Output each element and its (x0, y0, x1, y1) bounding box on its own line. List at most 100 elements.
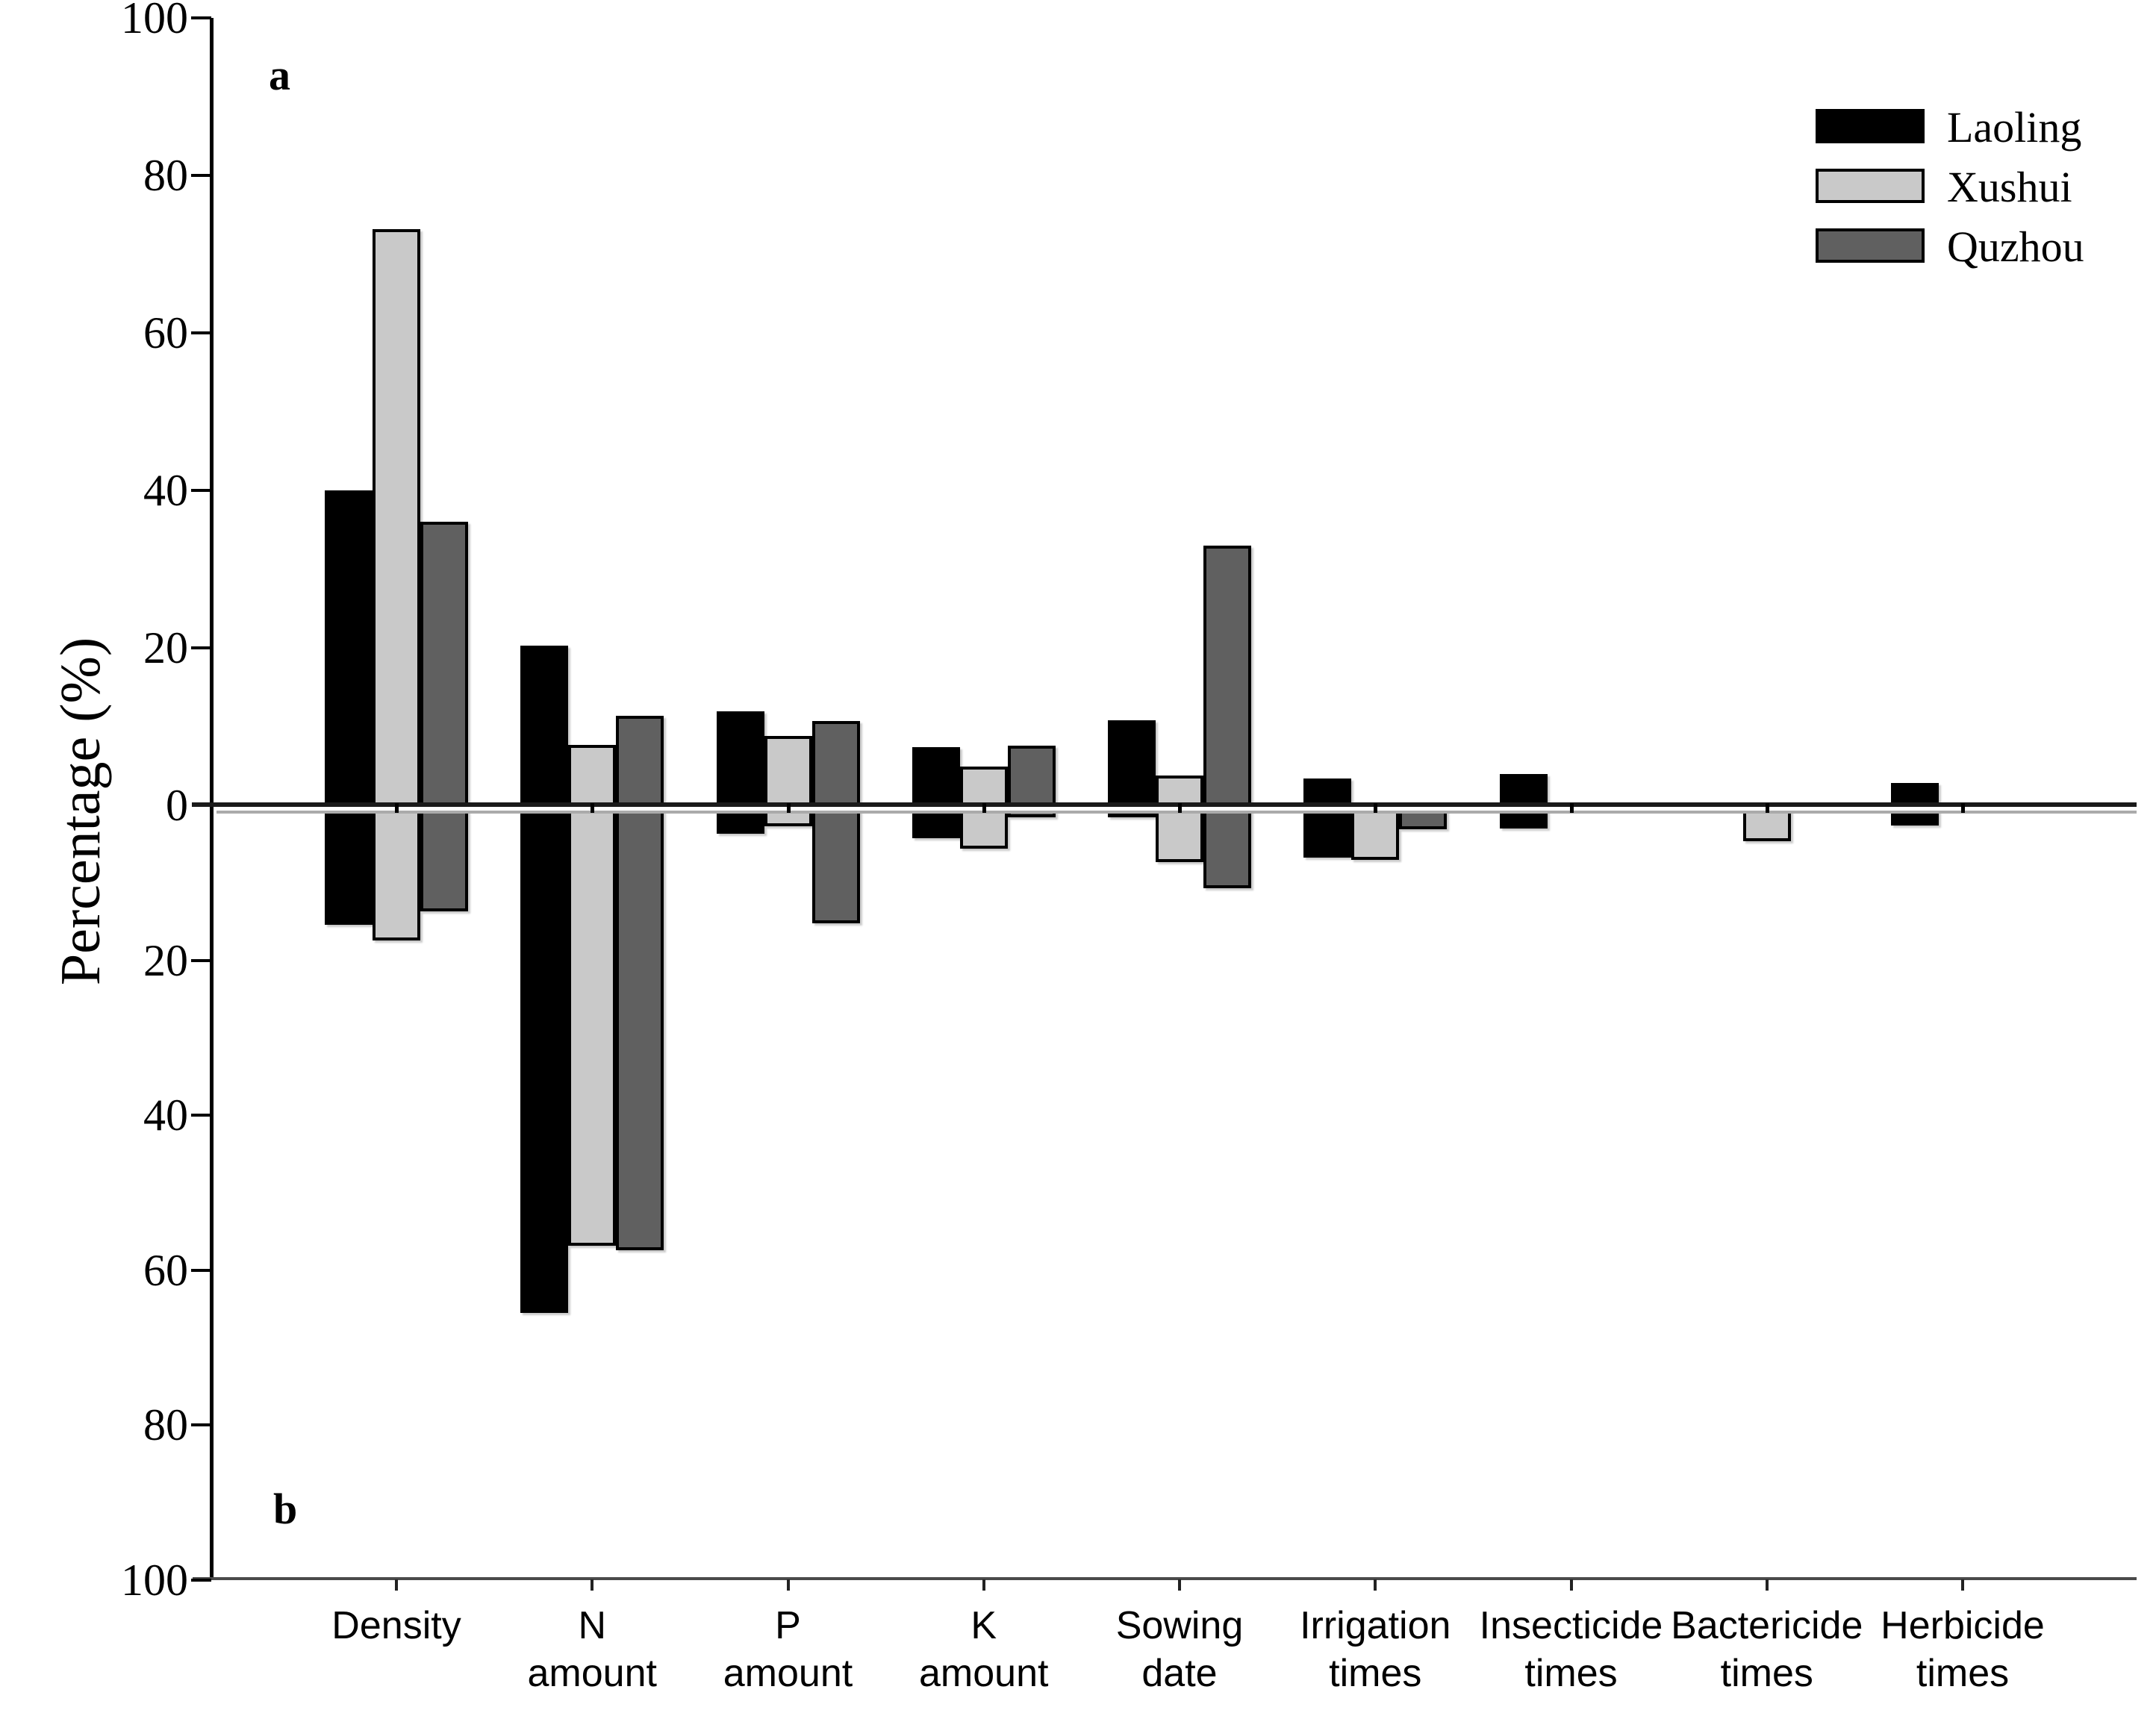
y-tick-100 (191, 16, 211, 19)
bar-quzhou-n-amount-positive (616, 715, 664, 807)
y-tick-60 (191, 331, 211, 334)
bar-laoling-k-amount-positive (912, 746, 960, 807)
y-tick-label-100: 100 (121, 0, 188, 43)
bar-laoling-n-amount-positive (520, 645, 569, 807)
category-label-line: amount (919, 1652, 1049, 1695)
bar-laoling-density-negative (325, 805, 373, 925)
category-label-line: amount (527, 1652, 657, 1695)
category-label-line: amount (723, 1652, 853, 1695)
panel-b-label: b (273, 1485, 298, 1533)
legend-label-laoling: Laoling (1947, 103, 2082, 152)
y-tick-label-80: 80 (143, 151, 188, 200)
zero-baseline-gap (216, 807, 2137, 811)
x-tick-k-amount (982, 1579, 985, 1591)
x-axis-bottom-line (193, 1577, 2137, 1580)
category-label-bactericide-times: Bactericide times (1648, 1602, 1886, 1697)
y-tick-label-neg-60: 60 (143, 1245, 188, 1295)
category-label-line: K (970, 1604, 997, 1647)
zero-tick-density (395, 803, 399, 813)
category-label-irrigation-times: Irrigation times (1256, 1602, 1495, 1697)
y-tick-label-neg-40: 40 (143, 1090, 188, 1141)
bar-laoling-n-amount-negative (520, 805, 569, 1313)
category-label-line: Herbicide (1881, 1604, 2045, 1647)
zero-tick-p-amount (786, 803, 791, 813)
y-tick-neg-20 (191, 958, 211, 962)
category-label-line: Irrigation (1300, 1604, 1451, 1647)
legend-swatch-quzhou (1816, 228, 1925, 263)
zero-tick-sowing-date (1178, 803, 1182, 813)
category-label-line: Density (331, 1604, 461, 1647)
bar-laoling-p-amount-positive (716, 711, 764, 807)
bar-laoling-density-positive (325, 490, 373, 807)
category-label-line: Insecticide (1479, 1604, 1663, 1647)
bar-xushui-k-amount-positive (959, 767, 1008, 807)
y-tick-label-40: 40 (143, 466, 188, 515)
bar-xushui-irrigation-times-negative (1351, 805, 1400, 860)
bar-xushui-n-amount-positive (568, 744, 617, 807)
category-label-line: times (1329, 1652, 1422, 1695)
category-label-line: times (1720, 1652, 1813, 1695)
bar-xushui-density-positive (373, 228, 420, 807)
y-tick-label-20: 20 (143, 623, 188, 673)
y-tick-20 (191, 646, 211, 649)
zero-tick-k-amount (982, 803, 986, 813)
bar-laoling-irrigation-times-negative (1303, 805, 1352, 858)
category-label-line: Bactericide (1671, 1604, 1863, 1647)
x-tick-sowing-date (1178, 1579, 1181, 1591)
y-tick-label-0: 0 (166, 781, 188, 830)
category-label-sowing-date: Sowing date (1060, 1602, 1299, 1697)
y-tick-label-60: 60 (143, 308, 188, 358)
x-tick-p-amount (786, 1579, 790, 1591)
zero-baseline-dark (192, 802, 2137, 807)
zero-baseline-gray (216, 811, 2137, 814)
panel-a-label: a (269, 51, 290, 99)
bar-quzhou-p-amount-negative (811, 805, 860, 923)
bar-quzhou-n-amount-negative (616, 805, 664, 1250)
legend-swatch-xushui (1816, 169, 1925, 203)
y-tick-neg-80 (191, 1423, 211, 1427)
bar-quzhou-sowing-date-positive (1203, 545, 1251, 807)
category-label-line: date (1141, 1652, 1218, 1695)
category-label-line: P (775, 1604, 801, 1647)
zero-tick-insecticide-times (1569, 803, 1574, 813)
x-tick-herbicide-times (1961, 1579, 1964, 1591)
y-tick-neg-40 (191, 1114, 211, 1117)
y-axis-line (210, 18, 214, 1580)
category-label-herbicide-times: Herbicide times (1843, 1602, 2082, 1697)
bar-laoling-sowing-date-positive (1108, 720, 1156, 807)
category-label-line: Sowing (1115, 1604, 1244, 1647)
x-tick-irrigation-times (1374, 1579, 1377, 1591)
y-tick-neg-60 (191, 1268, 211, 1272)
y-tick-label-neg-20: 20 (143, 935, 188, 985)
x-tick-n-amount (591, 1579, 594, 1591)
y-tick-40 (191, 489, 211, 492)
y-tick-label-neg-100: 100 (121, 1556, 188, 1605)
category-label-line: N (578, 1604, 607, 1647)
x-tick-insecticide-times (1569, 1579, 1573, 1591)
bar-quzhou-density-positive (420, 522, 468, 807)
category-label-insecticide-times: Insecticide times (1452, 1602, 1691, 1697)
zero-tick-irrigation-times (1374, 803, 1378, 813)
y-tick-label-neg-80: 80 (143, 1400, 188, 1450)
x-tick-density (395, 1579, 398, 1591)
y-tick-80 (191, 174, 211, 177)
bar-xushui-sowing-date-negative (1156, 805, 1203, 862)
category-label-density: Density (277, 1602, 516, 1650)
bar-quzhou-k-amount-positive (1007, 745, 1056, 807)
bar-quzhou-p-amount-positive (811, 721, 860, 807)
zero-tick-n-amount (591, 803, 595, 813)
bar-xushui-p-amount-positive (764, 736, 812, 807)
bar-quzhou-sowing-date-negative (1203, 805, 1251, 889)
bar-xushui-density-negative (373, 805, 420, 940)
category-label-line: times (1524, 1652, 1618, 1695)
zero-tick-bactericide-times (1765, 803, 1769, 813)
legend-label-quzhou: Quzhou (1947, 222, 2084, 271)
legend-label-xushui: Xushui (1947, 163, 2072, 211)
y-tick-neg-100 (191, 1579, 211, 1582)
zero-tick-herbicide-times (1961, 803, 1965, 813)
bar-xushui-n-amount-negative (568, 805, 617, 1246)
